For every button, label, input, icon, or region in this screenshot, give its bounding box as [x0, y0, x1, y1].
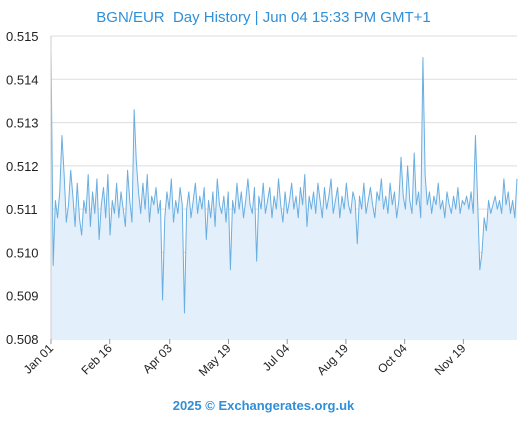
y-tick-label: 0.509	[6, 289, 39, 304]
y-tick-label: 0.515	[6, 29, 39, 44]
x-axis-ticks: Jan 01 Feb 16 Apr 03 May 19 Jul 04 Aug 19 Oct …	[21, 339, 469, 379]
series-area-fill	[51, 48, 517, 340]
x-tick-label: Apr 03	[140, 341, 175, 376]
y-tick-label: 0.512	[6, 159, 39, 174]
x-tick-label: Aug 19	[314, 341, 351, 378]
y-axis-ticks: 0.508 0.509 0.510 0.511 0.512 0.513 0.514 0.515	[6, 29, 39, 347]
y-tick-label: 0.513	[6, 116, 39, 131]
x-tick-label: May 19	[196, 341, 234, 379]
y-tick-label: 0.508	[6, 332, 39, 347]
area-series	[50, 36, 518, 340]
y-tick-label: 0.511	[6, 202, 38, 217]
y-tick-label: 0.510	[6, 245, 39, 260]
x-tick-label: Nov 19	[432, 341, 469, 378]
x-tick-label: Oct 04	[375, 341, 410, 376]
footer-credit: 2025 © Exchangerates.org.uk	[172, 398, 355, 413]
x-tick-label: Jul 04	[260, 341, 293, 374]
y-tick-label: 0.514	[6, 72, 39, 87]
x-tick-label: Feb 16	[79, 341, 116, 378]
chart-title: BGN/EUR Day History | Jun 04 15:33 PM GM…	[96, 9, 431, 26]
series-line	[50, 48, 518, 314]
